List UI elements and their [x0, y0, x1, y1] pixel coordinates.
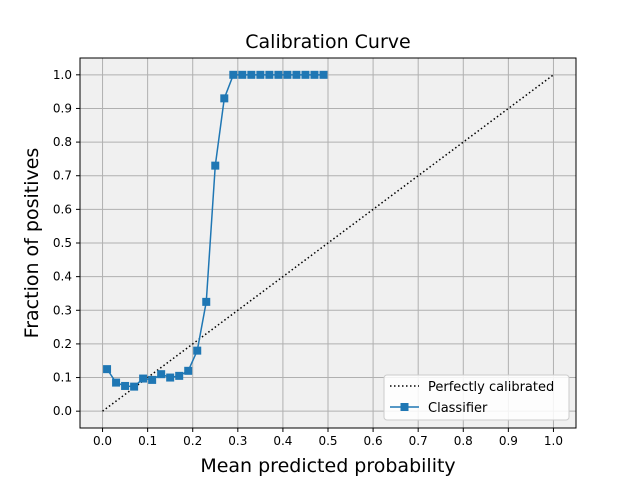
legend: Perfectly calibrated Classifier [383, 374, 570, 421]
x-tick-label: 0.7 [409, 434, 428, 448]
classifier-point [121, 381, 130, 390]
x-tick-label: 0.2 [183, 434, 202, 448]
y-tick-label: 0.3 [53, 303, 72, 317]
classifier-point [238, 70, 247, 79]
legend-classifier-marker [400, 403, 409, 411]
y-tick-label: 0.2 [53, 337, 72, 351]
classifier-point [148, 375, 157, 384]
classifier-point [319, 70, 328, 79]
classifier-point [184, 366, 193, 375]
y-axis-label: Fraction of positives [21, 148, 43, 339]
x-tick-label: 1.0 [544, 434, 563, 448]
classifier-point [220, 94, 229, 103]
y-tick-label: 0.0 [53, 404, 72, 418]
classifier-point [247, 70, 256, 79]
classifier-point [283, 70, 292, 79]
y-tick-label: 0.6 [53, 202, 72, 216]
classifier-point [130, 382, 139, 391]
y-tick-label: 0.7 [53, 169, 72, 183]
legend-classifier-label: Classifier [428, 401, 488, 416]
legend-box [383, 374, 570, 421]
x-tick-label: 0.0 [93, 434, 112, 448]
x-tick-label: 0.3 [228, 434, 247, 448]
chart-title: Calibration Curve [245, 31, 410, 53]
y-tick-label: 1.0 [53, 68, 72, 82]
classifier-point [175, 371, 184, 380]
series-line-0 [102, 74, 554, 412]
classifier-point [202, 297, 211, 306]
y-tick-label: 0.9 [53, 101, 72, 115]
classifier-point [265, 70, 274, 79]
y-tick-label: 0.1 [53, 371, 72, 385]
classifier-point [292, 70, 301, 79]
classifier-point [139, 374, 148, 383]
classifier-point [211, 161, 220, 170]
classifier-point [229, 70, 238, 79]
x-tick-label: 0.4 [273, 434, 292, 448]
y-tick-label: 0.5 [53, 236, 72, 250]
classifier-point [310, 70, 319, 79]
classifier-point [193, 346, 202, 355]
series-layer [102, 70, 554, 412]
classifier-point [112, 378, 121, 387]
classifier-point [274, 70, 283, 79]
y-tick-label: 0.4 [53, 270, 72, 284]
x-tick-label: 0.5 [318, 434, 337, 448]
y-tick-label: 0.8 [53, 135, 72, 149]
grid [80, 58, 576, 428]
classifier-point [166, 373, 175, 382]
x-tick-label: 0.8 [454, 434, 473, 448]
classifier-point [157, 370, 166, 379]
x-axis-label: Mean predicted probability [200, 455, 455, 477]
x-tick-label: 0.9 [499, 434, 518, 448]
x-tick-label: 0.1 [138, 434, 157, 448]
tick-layer: 0.0 0.1 0.2 0.3 0.4 0.5 0.6 0.7 0.8 0.9 1.0 0.0 0.1 0… [53, 68, 563, 448]
legend-perfect-label: Perfectly calibrated [428, 380, 554, 395]
classifier-point [256, 70, 265, 79]
classifier-point [301, 70, 310, 79]
x-tick-label: 0.6 [364, 434, 383, 448]
classifier-point [103, 365, 112, 374]
